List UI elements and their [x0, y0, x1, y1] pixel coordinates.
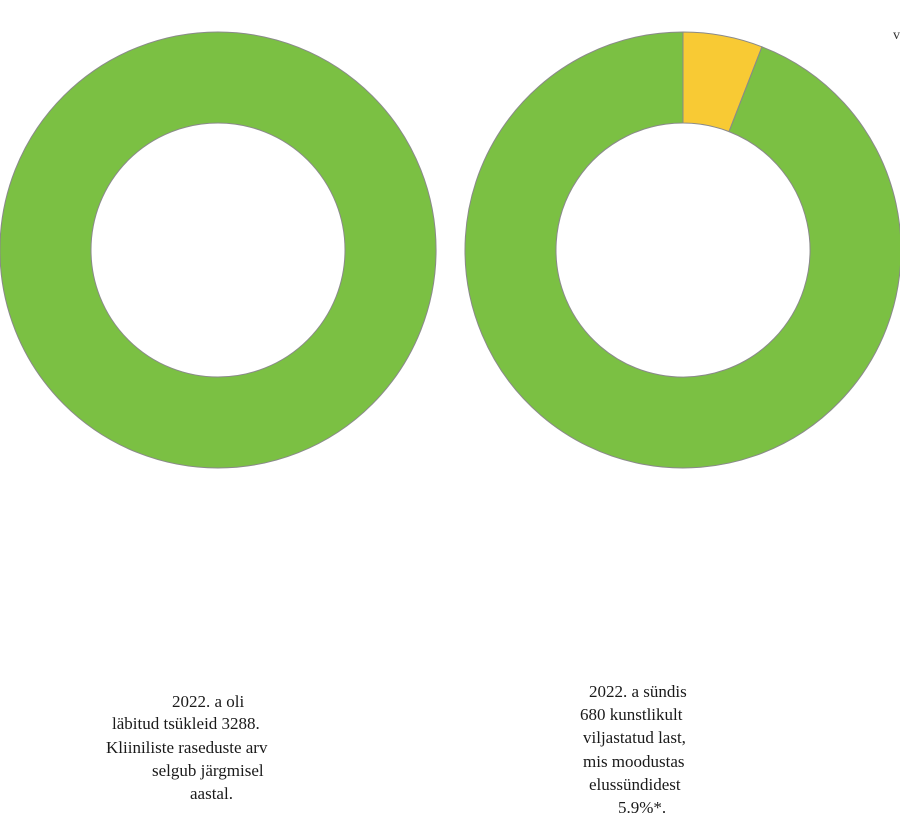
donut-2-line-2: 680 kunstlikult	[580, 705, 683, 724]
donut-1-line-5: aastal.	[190, 784, 233, 803]
donut-2-line-4: mis moodustas	[583, 752, 685, 771]
donut-2-line-3: viljastatud last,	[583, 728, 686, 747]
donut-2-line-1: 2022. a sündis	[589, 682, 687, 701]
donut-2-line-6: 5.9%*.	[618, 798, 667, 817]
donut-1-slice-1	[0, 31, 437, 469]
donut-1-line-2: läbitud tsükleid 3288.	[112, 714, 260, 733]
donut-1-line-4: selgub järgmisel	[152, 761, 264, 780]
donut-2-slice-2	[464, 31, 900, 469]
chart-area: 2022. a oli läbitud tsükleid 3288. Kliin…	[0, 28, 900, 817]
donut-charts	[0, 31, 900, 469]
corner-mark: v	[893, 28, 900, 43]
donut-1-line-1: 2022. a oli	[172, 692, 245, 711]
donut-1-line-3: Kliiniliste raseduste arv	[106, 738, 268, 757]
donut-2-line-5: elussündidest	[589, 775, 681, 794]
